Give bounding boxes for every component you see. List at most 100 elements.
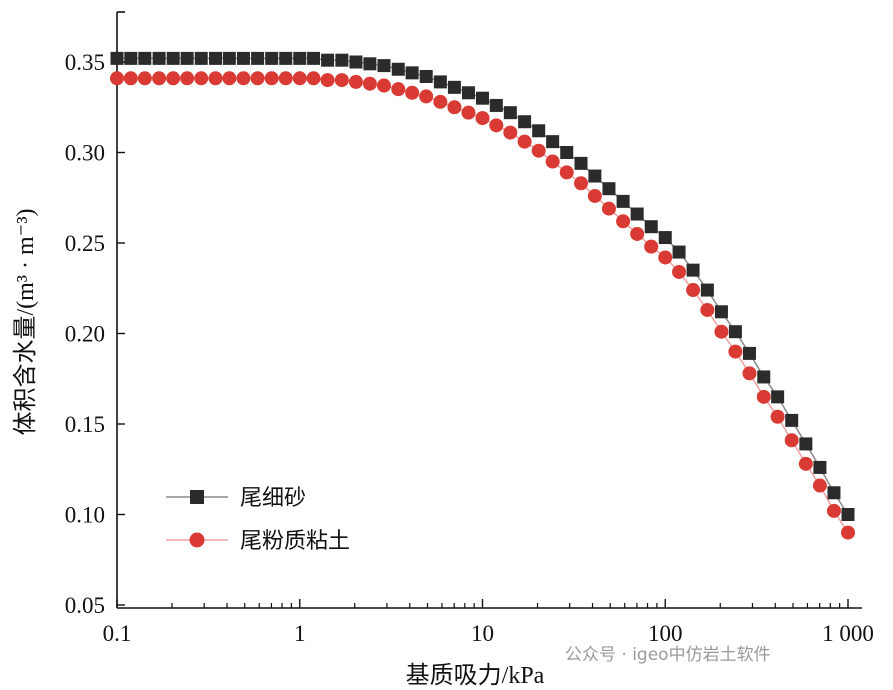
x-tick-label: 100 [648, 621, 683, 646]
data-point-circle [672, 264, 687, 279]
data-point-circle [362, 76, 377, 91]
data-point-square [124, 51, 138, 65]
data-point-square [728, 325, 742, 339]
x-axis-title: 基质吸力/kPa [406, 662, 545, 689]
watermark-text: 公众号 · igeo中仿岩土软件 [565, 645, 771, 665]
data-point-circle [531, 143, 546, 158]
y-tick-label: 0.10 [65, 503, 105, 528]
data-point-circle [784, 433, 799, 448]
data-point-square [658, 231, 672, 245]
data-point-circle [686, 283, 701, 298]
data-point-circle [461, 105, 476, 120]
data-point-square [503, 106, 517, 120]
axes: 0.05 0.10 0.15 0.20 0.25 0.30 0.35 0.1 1 10 100 1 0… [65, 11, 874, 646]
data-point-square [405, 66, 419, 80]
data-point-square [209, 51, 223, 65]
data-point-square [616, 194, 630, 208]
data-point-square [785, 413, 799, 427]
data-point-square [827, 486, 841, 500]
x-tick-label: 1 000 [822, 621, 874, 646]
data-point-circle [405, 85, 420, 100]
data-point-square [251, 51, 265, 65]
data-point-circle [334, 73, 349, 88]
data-point-circle [559, 165, 574, 180]
plot-marks [110, 51, 855, 540]
data-point-square [476, 91, 489, 105]
data-point-circle [166, 71, 181, 86]
data-point-circle [489, 118, 504, 133]
data-point-circle [826, 503, 841, 518]
legend: 尾细砂 尾粉质粘土 [166, 486, 350, 554]
data-point-square [672, 245, 686, 259]
data-point-circle [728, 344, 743, 359]
data-point-circle [503, 125, 518, 140]
data-point-square [546, 135, 560, 149]
x-tick-label: 10 [471, 621, 494, 646]
data-point-circle [110, 71, 124, 86]
x-tick-label: 1 [294, 621, 306, 646]
data-point-square [461, 86, 475, 100]
y-tick-label: 0.30 [65, 141, 105, 166]
legend-marker-square [190, 490, 204, 504]
data-point-circle [545, 154, 560, 169]
series-line-0 [117, 57, 849, 515]
data-point-square [560, 146, 574, 159]
data-point-square [630, 207, 644, 221]
data-point-circle [433, 94, 448, 109]
data-point-square [321, 53, 335, 67]
data-point-circle [320, 73, 335, 88]
data-point-square [574, 156, 588, 170]
data-point-square [419, 69, 433, 83]
data-point-square [279, 51, 293, 65]
legend-marker-circle [189, 532, 205, 548]
data-point-square [349, 55, 363, 69]
data-point-circle [348, 74, 363, 89]
data-point-square [742, 346, 756, 360]
legend-label-series-1: 尾粉质粘土 [240, 529, 350, 554]
data-point-square [166, 51, 180, 65]
data-point-circle [517, 134, 532, 149]
y-tick-label: 0.15 [65, 412, 105, 437]
data-point-circle [152, 71, 167, 86]
y-tick-label: 0.25 [65, 231, 105, 256]
data-point-circle [714, 324, 729, 339]
data-point-square [489, 98, 503, 112]
data-point-square [180, 51, 194, 65]
data-point-square [222, 51, 236, 65]
data-point-circle [700, 302, 715, 317]
data-point-square [363, 57, 377, 71]
data-point-square [757, 370, 771, 384]
data-point-square [532, 124, 546, 138]
data-point-circle [841, 525, 855, 540]
data-point-circle [222, 71, 237, 86]
data-point-square [307, 51, 321, 65]
data-point-circle [798, 456, 813, 471]
data-point-circle [419, 89, 434, 104]
data-point-square [813, 460, 827, 474]
data-point-circle [770, 409, 785, 424]
data-point-circle [616, 214, 631, 229]
y-axis-title: 体积含水量/(m³ · m⁻³) [12, 208, 39, 435]
legend-label-series-0: 尾细砂 [240, 486, 306, 511]
data-point-square [433, 75, 447, 89]
data-point-square [700, 283, 714, 297]
data-point-circle [475, 111, 490, 126]
data-point-circle [756, 389, 771, 404]
data-point-circle [250, 71, 265, 86]
data-point-square [194, 51, 208, 65]
data-point-circle [292, 71, 307, 86]
data-point-circle [742, 366, 757, 381]
data-point-square [644, 220, 658, 234]
y-tick-label: 0.20 [65, 322, 105, 347]
data-point-square [714, 305, 728, 319]
data-point-circle [278, 71, 293, 86]
data-point-circle [137, 71, 152, 86]
data-point-square [152, 51, 166, 65]
data-point-square [588, 169, 602, 183]
data-point-square [799, 437, 813, 451]
data-point-square [265, 51, 279, 65]
data-point-square [447, 80, 461, 94]
data-point-circle [306, 71, 321, 86]
